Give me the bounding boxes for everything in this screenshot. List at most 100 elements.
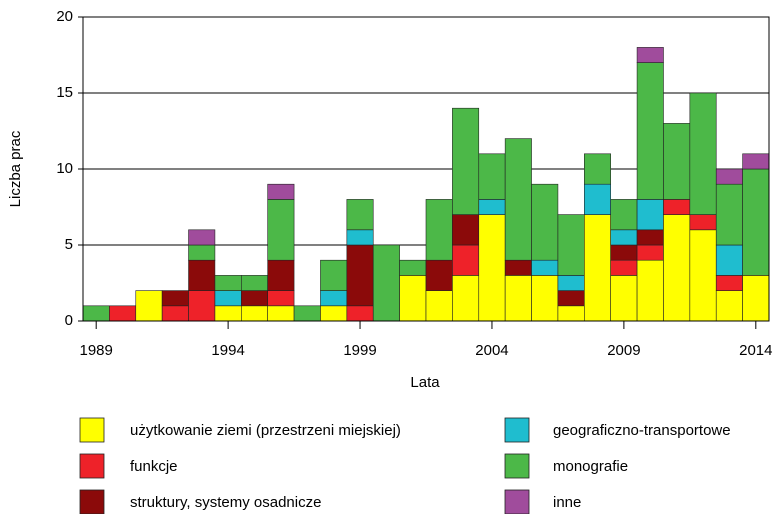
bar-segment: [715, 275, 743, 291]
bar-segment: [320, 290, 348, 307]
bar-segment: [267, 183, 295, 200]
bar-segment: [636, 199, 664, 231]
y-tick-label: 15: [56, 84, 73, 101]
bar-segment: [584, 214, 611, 322]
legend-label: inne: [553, 494, 581, 511]
bar-segment: [214, 275, 242, 291]
bar-segment: [161, 305, 189, 322]
x-tick-label: 2014: [739, 342, 772, 359]
bar-segment: [663, 214, 691, 322]
bar-segment: [584, 153, 611, 185]
legend-label: funkcje: [130, 458, 178, 475]
legend-label: struktury, systemy osadnicze: [130, 494, 321, 511]
bar-segment: [452, 244, 480, 276]
bar-segment: [135, 290, 163, 322]
bar-segment: [109, 305, 137, 322]
bar-segment: [584, 183, 611, 215]
bar-segment: [636, 229, 664, 246]
bar-segment: [346, 244, 374, 307]
bar-segment: [188, 229, 216, 246]
x-tick-label: 2009: [607, 342, 640, 359]
legend-swatch: [504, 489, 530, 515]
bar-segment: [241, 305, 268, 322]
y-tick-label: 20: [56, 8, 73, 25]
y-tick-label: 0: [65, 312, 73, 329]
bar-segment: [425, 290, 453, 322]
x-tick-label: 1999: [343, 342, 376, 359]
bar-segment: [742, 275, 770, 322]
x-axis-label: Lata: [410, 374, 440, 391]
legend-label: użytkowanie ziemi (przestrzeni miejskiej…: [130, 422, 401, 439]
bar-segment: [742, 168, 770, 276]
bar-segment: [346, 229, 374, 246]
bar-segment: [557, 290, 585, 307]
bar-segment: [293, 305, 321, 322]
bar-segment: [188, 259, 216, 291]
bar-segment: [557, 305, 585, 322]
bar-segment: [504, 138, 532, 261]
bar-segment: [452, 275, 480, 322]
bar-segment: [531, 183, 559, 261]
y-axis-label: Liczba prac: [7, 130, 24, 207]
plot-frame: [82, 16, 770, 322]
bar-segment: [399, 275, 427, 322]
bar-segment: [504, 259, 532, 276]
bar-segment: [267, 305, 295, 322]
legend-swatch: [79, 453, 105, 479]
bar-segment: [346, 199, 374, 231]
bar-segment: [715, 244, 743, 276]
bar-segment: [188, 244, 216, 261]
x-tick-label: 2004: [475, 342, 508, 359]
y-tick-label: 5: [65, 236, 73, 253]
bar-segment: [214, 305, 242, 322]
bar-segment: [241, 275, 268, 291]
legend-swatch: [504, 417, 530, 443]
bar-segment: [241, 290, 268, 307]
bar-segment: [636, 259, 664, 322]
bar-segment: [188, 290, 216, 322]
bar-segment: [346, 305, 374, 322]
bar-segment: [610, 275, 638, 322]
y-tick-label: 10: [56, 160, 73, 177]
bar-segment: [478, 199, 506, 215]
bar-segment: [267, 290, 295, 307]
legend-label: geograficzno-transportowe: [553, 422, 731, 439]
bar-segment: [214, 290, 242, 307]
bar-segment: [82, 305, 110, 322]
legend-swatch: [504, 453, 530, 479]
bar-segment: [399, 259, 427, 276]
bar-segment: [636, 47, 664, 63]
bar-segment: [320, 305, 348, 322]
bar-segment: [610, 259, 638, 276]
bar-segment: [531, 275, 559, 322]
bar-segment: [636, 62, 664, 200]
bar-segment: [610, 229, 638, 246]
bar-segment: [372, 244, 400, 322]
bar-segment: [478, 214, 506, 322]
bar-segment: [663, 199, 691, 215]
bar-segment: [689, 229, 717, 322]
bar-segment: [689, 214, 717, 231]
bar-segment: [742, 153, 770, 170]
bar-segment: [610, 244, 638, 261]
bar-segment: [715, 183, 743, 246]
x-tick-label: 1994: [211, 342, 244, 359]
bar-segment: [557, 275, 585, 291]
bar-segment: [425, 259, 453, 291]
bar-segment: [267, 199, 295, 261]
bar-segment: [715, 290, 743, 322]
bar-segment: [267, 259, 295, 291]
bar-segment: [452, 214, 480, 246]
bar-segment: [557, 214, 585, 276]
bar-segment: [715, 168, 743, 185]
bar-segment: [504, 275, 532, 322]
legend-label: monografie: [553, 458, 628, 475]
legend-swatch: [79, 489, 105, 515]
x-tick-label: 1989: [80, 342, 113, 359]
bar-segment: [425, 199, 453, 261]
bar-segment: [161, 290, 189, 307]
bar-segment: [689, 92, 717, 215]
bar-segment: [636, 244, 664, 261]
bar-segment: [531, 259, 559, 276]
